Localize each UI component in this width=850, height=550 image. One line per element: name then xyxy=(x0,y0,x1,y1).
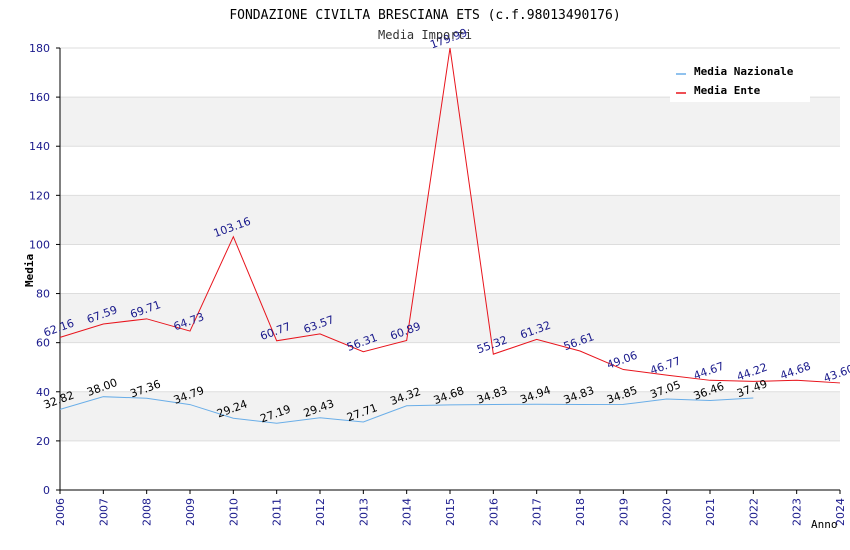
x-tick-label: 2010 xyxy=(227,498,240,526)
x-tick-label: 2021 xyxy=(704,498,717,526)
x-tick-label: 2012 xyxy=(314,498,327,526)
x-tick-label: 2014 xyxy=(401,498,414,526)
x-tick-label: 2016 xyxy=(487,498,500,526)
grid-band xyxy=(60,293,840,343)
x-tick-label: 2018 xyxy=(574,498,587,526)
x-tick-label: 2006 xyxy=(54,498,67,526)
grid-bands xyxy=(60,97,840,441)
legend-label-media-nazionale: Media Nazionale xyxy=(694,65,794,78)
data-label: 43.60 xyxy=(822,362,850,385)
data-label: 44.68 xyxy=(778,360,812,383)
gridlines xyxy=(60,47,840,442)
y-tick-label: 0 xyxy=(43,484,50,497)
x-tick-label: 2020 xyxy=(661,498,674,526)
x-tick-label: 2008 xyxy=(141,498,154,526)
x-tick-label: 2017 xyxy=(531,498,544,526)
x-axis-label: Anno xyxy=(811,518,838,531)
y-tick-label: 60 xyxy=(36,337,50,350)
grid-band xyxy=(60,97,840,147)
x-tick-label: 2019 xyxy=(617,498,630,526)
y-tick-label: 160 xyxy=(29,91,50,104)
x-tick-label: 2023 xyxy=(791,498,804,526)
series-line-media-nazionale xyxy=(59,396,754,424)
y-ticks: 0 20 40 60 80 100 120 140 160 180 xyxy=(29,42,60,497)
y-tick-label: 180 xyxy=(29,42,50,55)
x-ticks: 2006 2007 2008 2009 2010 2011 2012 2013 2014 2015… xyxy=(54,490,847,526)
x-tick-label: 2009 xyxy=(184,498,197,526)
y-axis-label: Media xyxy=(23,254,36,287)
x-tick-label: 2013 xyxy=(357,498,370,526)
data-label: 46.77 xyxy=(648,354,682,377)
y-tick-label: 100 xyxy=(29,238,50,251)
legend-box xyxy=(670,60,810,102)
y-tick-label: 140 xyxy=(29,140,50,153)
series-lines xyxy=(59,47,841,424)
y-tick-label: 40 xyxy=(36,386,50,399)
legend: Media Nazionale Media Ente xyxy=(670,60,810,102)
x-tick-label: 2011 xyxy=(271,498,284,526)
chart-subtitle: Media Importi xyxy=(378,28,472,42)
x-tick-label: 2015 xyxy=(444,498,457,526)
series-line-media-ente xyxy=(59,47,841,384)
y-tick-label: 80 xyxy=(36,288,50,301)
y-tick-label: 120 xyxy=(29,189,50,202)
grid-band xyxy=(60,195,840,245)
x-tick-label: 2024 xyxy=(834,498,847,526)
legend-label-media-ente: Media Ente xyxy=(694,84,761,97)
x-tick-label: 2007 xyxy=(97,498,110,526)
grid-band xyxy=(60,391,840,441)
y-tick-label: 20 xyxy=(36,435,50,448)
data-label: 49.06 xyxy=(605,349,639,372)
x-tick-label: 2022 xyxy=(747,498,760,526)
chart-title: FONDAZIONE CIVILTA BRESCIANA ETS (c.f.98… xyxy=(229,8,620,23)
